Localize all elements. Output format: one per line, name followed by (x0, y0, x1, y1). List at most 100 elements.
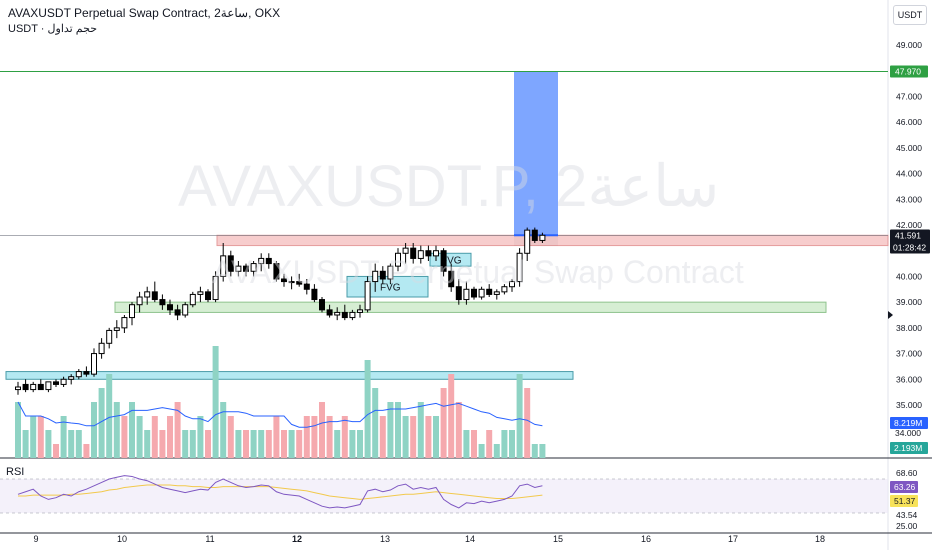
candle-body (319, 299, 325, 311)
volume-bar (448, 374, 455, 458)
candle-body (463, 288, 470, 301)
candle-body (258, 257, 265, 265)
time-tick-label: 12 (292, 534, 302, 544)
candle-body (493, 291, 500, 295)
volume-bar (273, 416, 280, 458)
zone-support (5, 371, 574, 380)
volume-bar (493, 444, 500, 458)
target-price-tag: 47.970 (895, 66, 921, 76)
volume-bar (22, 430, 29, 458)
candle-body (326, 309, 333, 316)
time-tick-label: 18 (815, 534, 825, 544)
time-tick-label: 13 (380, 534, 390, 544)
candle-body (197, 291, 204, 295)
volume-bar (357, 430, 363, 458)
candle-body (539, 234, 546, 241)
candle-body (45, 381, 52, 391)
fvg-label-2: FVG (441, 256, 462, 267)
candle-body (235, 265, 242, 272)
volume-bar (68, 430, 75, 458)
volume-bar (509, 430, 515, 458)
candle-body (189, 293, 196, 306)
volume-bar (440, 388, 447, 458)
zone-supply (216, 234, 889, 247)
volume-axis-label: 34.000 (895, 428, 921, 438)
volume-bar (319, 402, 325, 458)
volume-bar (189, 430, 196, 458)
volume-bar (288, 430, 295, 458)
volume-bar (83, 444, 90, 458)
candle-body (265, 257, 272, 265)
volume-bar (235, 430, 242, 458)
time-tick-label: 14 (465, 534, 475, 544)
candle-body (174, 309, 181, 316)
price-tick-label: 47.000 (896, 91, 922, 101)
volume-bar (174, 402, 181, 458)
candle-body (53, 381, 59, 385)
candle-body (227, 255, 234, 272)
volume-bar (167, 416, 173, 458)
price-tick-label: 42.000 (896, 220, 922, 230)
candle-body (212, 275, 219, 301)
candle-body (486, 288, 493, 295)
candle-body (151, 291, 158, 301)
candle-body (303, 283, 310, 290)
name-watermark: AVAXUSDT Perpetual Swap Contract (212, 254, 744, 290)
chart-title: AVAXUSDT Perpetual Swap Contract, 2ساعة,… (8, 6, 281, 20)
candle-body (417, 250, 424, 259)
volume-bar (372, 388, 379, 458)
volume-bar (539, 444, 546, 458)
candle-body (379, 270, 386, 280)
volume-tag: 2.193M (894, 443, 922, 453)
candle-body (129, 304, 135, 319)
volume-tag-bg (890, 417, 928, 429)
volume-bar (402, 416, 409, 458)
candle-body (121, 317, 128, 329)
time-tick-label: 11 (205, 534, 214, 544)
candle-body (440, 250, 447, 272)
volume-bar (417, 402, 424, 458)
volume-bar (37, 416, 44, 458)
candle-body (60, 378, 67, 385)
volume-bar (364, 360, 371, 458)
rsi-tick-upper: 68.60 (896, 468, 918, 478)
volume-bar (334, 430, 341, 458)
volume-bar (303, 416, 310, 458)
price-tick-label: 35.000 (896, 400, 922, 410)
volume-bar (60, 416, 67, 458)
volume-bar (410, 416, 417, 458)
volume-bar (53, 444, 59, 458)
target-box (514, 71, 558, 236)
candle-body (531, 229, 538, 241)
volume-bar (159, 430, 166, 458)
volume-bar (129, 402, 135, 458)
volume-tag2-bg (890, 442, 928, 454)
volume-bar (227, 416, 234, 458)
volume-bar (326, 416, 333, 458)
price-tick-label: 38.000 (896, 323, 922, 333)
volume-bar (296, 430, 303, 458)
volume-bar (136, 416, 143, 458)
currency-button[interactable]: USDT (893, 5, 927, 25)
candle-body (296, 281, 303, 285)
volume-bar (471, 430, 477, 458)
candle-body (387, 265, 394, 280)
current-price-tag-bg (890, 229, 930, 254)
candle-body (144, 291, 151, 298)
candle-body (250, 263, 257, 272)
candle-body (395, 252, 401, 267)
candle-body (341, 311, 348, 319)
volume-bar (205, 430, 211, 458)
volume-bar (144, 430, 151, 458)
zone-demand (114, 301, 827, 313)
rsi-tick-bottom: 25.00 (896, 521, 918, 531)
volume-bar (113, 402, 120, 458)
candle-body (433, 250, 439, 257)
volume-bar (395, 402, 401, 458)
candle-body (509, 281, 515, 288)
rsi-ma-tag-bg (890, 495, 918, 507)
volume-bar (379, 416, 386, 458)
time-tick-label: 17 (728, 534, 738, 544)
candle-body (349, 311, 356, 319)
